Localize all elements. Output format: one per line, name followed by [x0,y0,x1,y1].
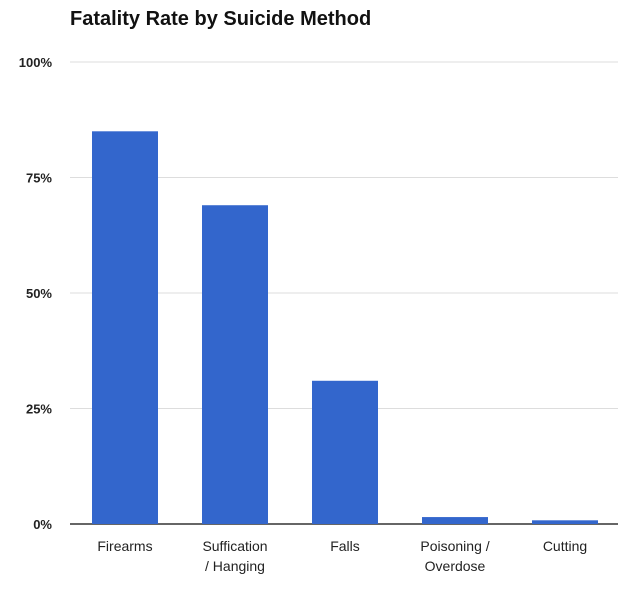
x-tick-label: Suffication [202,538,267,554]
bar [532,520,598,524]
x-tick-label: / Hanging [205,558,265,574]
y-tick-label: 0% [33,517,52,532]
y-tick-label: 75% [26,171,52,186]
y-axis: 0% 25% 50% 75% 100% [19,55,53,532]
x-axis: Firearms Suffication / Hanging Falls Poisoni… [97,538,587,574]
bar [202,205,268,524]
x-tick-label: Overdose [425,558,486,574]
x-tick-label: Poisoning / [420,538,489,554]
y-tick-label: 100% [19,55,53,70]
x-tick-label: Falls [330,538,360,554]
x-tick-label: Cutting [543,538,587,554]
y-tick-label: 25% [26,402,52,417]
x-tick-label: Firearms [97,538,152,554]
bar [92,131,158,525]
bars [92,131,598,525]
bar [312,380,378,524]
y-tick-label: 50% [26,286,52,301]
bar [422,517,488,524]
chart-title: Fatality Rate by Suicide Method [70,8,372,30]
